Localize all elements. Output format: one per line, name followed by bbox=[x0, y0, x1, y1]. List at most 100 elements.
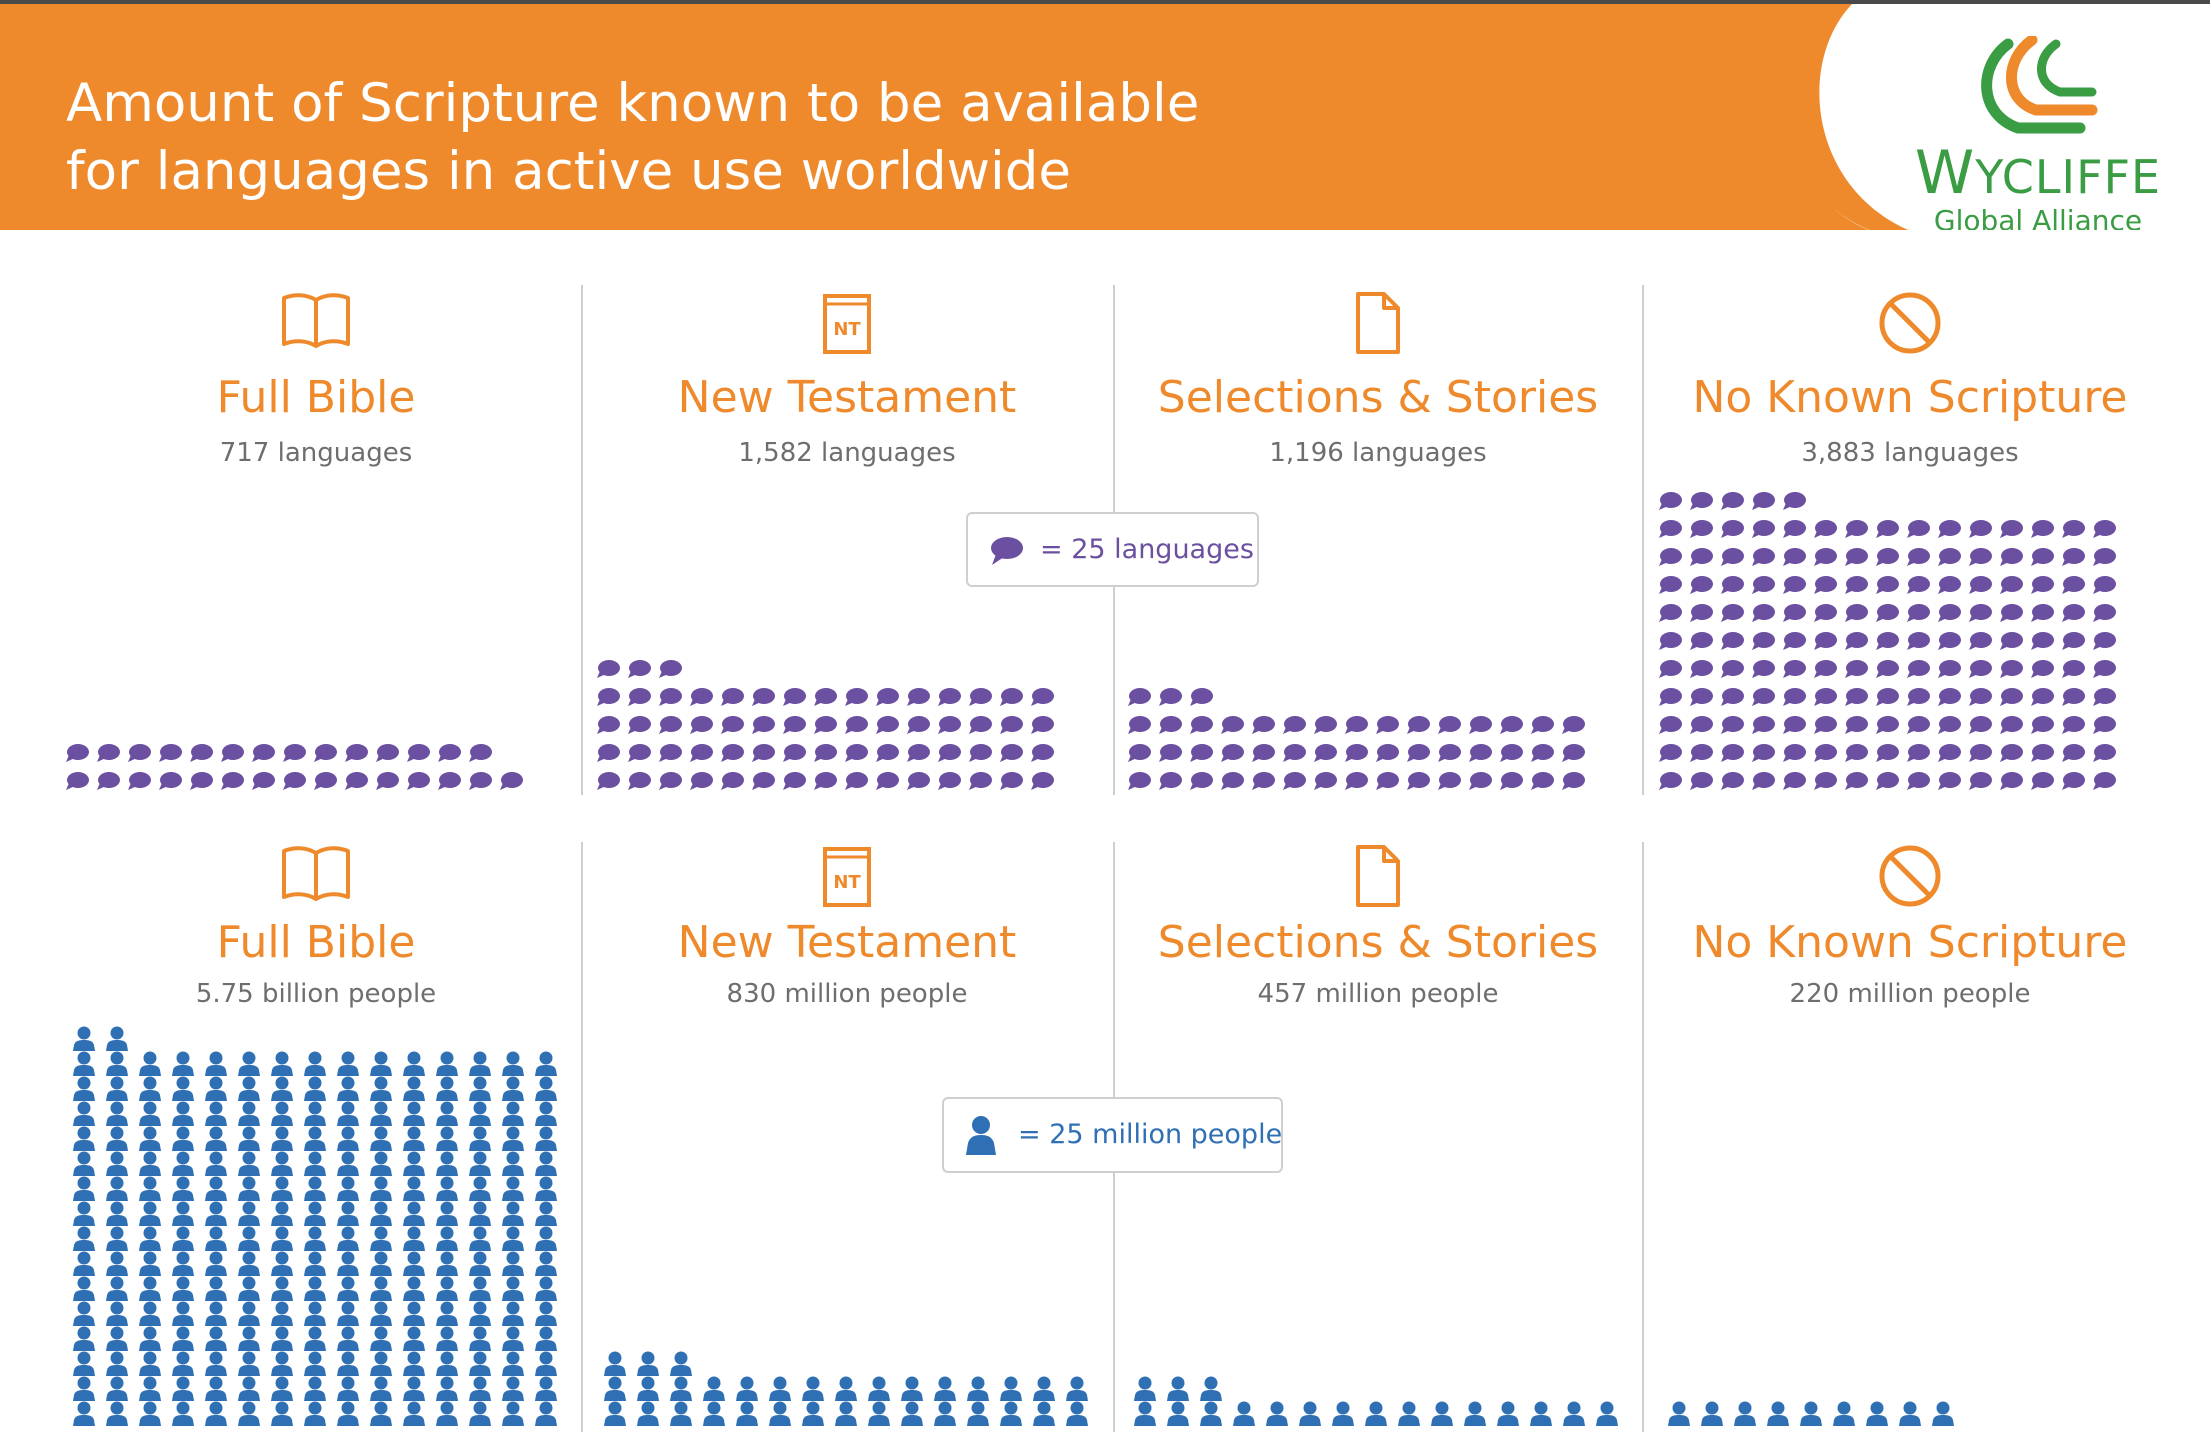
people-unit-icon bbox=[271, 1151, 293, 1176]
language-unit-icon bbox=[128, 772, 151, 790]
people-unit-icon bbox=[535, 1351, 557, 1376]
language-unit-icon bbox=[2093, 576, 2116, 594]
language-unit-icon bbox=[1752, 716, 1775, 734]
language-unit-icon bbox=[1659, 632, 1682, 650]
people-unit-icon bbox=[1398, 1401, 1420, 1426]
language-unit-icon bbox=[1969, 716, 1992, 734]
language-unit-icon bbox=[1845, 772, 1868, 790]
people-unit-icon bbox=[502, 1176, 524, 1201]
language-unit-icon bbox=[1031, 744, 1054, 762]
language-unit-icon bbox=[814, 744, 837, 762]
people-unit-icon bbox=[337, 1151, 359, 1176]
people-unit-icon bbox=[304, 1401, 326, 1426]
people-unit-icon bbox=[469, 1226, 491, 1251]
people-unit-icon bbox=[403, 1251, 425, 1276]
language-unit-icon bbox=[1659, 772, 1682, 790]
no-entry-icon bbox=[1879, 845, 1941, 907]
people-unit-icon bbox=[436, 1051, 458, 1076]
language-unit-icon bbox=[1659, 744, 1682, 762]
category-label: Selections & Stories bbox=[1157, 917, 1599, 968]
people-unit-icon bbox=[469, 1201, 491, 1226]
people-unit-icon bbox=[403, 1101, 425, 1126]
language-unit-icon bbox=[938, 772, 961, 790]
language-unit-icon bbox=[1221, 716, 1244, 734]
people-unit-icon bbox=[637, 1401, 659, 1426]
people-unit-icon bbox=[469, 1176, 491, 1201]
people-unit-icon bbox=[1134, 1376, 1156, 1401]
people-unit-icon bbox=[106, 1401, 128, 1426]
language-unit-icon bbox=[376, 772, 399, 790]
people-unit-icon bbox=[73, 1276, 95, 1301]
language-unit-icon bbox=[1907, 520, 1930, 538]
people-unit-icon bbox=[835, 1401, 857, 1426]
language-unit-icon bbox=[1159, 688, 1182, 706]
language-unit-icon bbox=[1783, 716, 1806, 734]
language-unit-icon bbox=[721, 688, 744, 706]
language-unit-icon bbox=[1783, 576, 1806, 594]
people-unit-icon bbox=[370, 1201, 392, 1226]
people-unit-icon bbox=[139, 1126, 161, 1151]
language-unit-icon bbox=[1876, 772, 1899, 790]
language-unit-icon bbox=[1907, 632, 1930, 650]
language-unit-icon bbox=[1752, 688, 1775, 706]
language-unit-icon bbox=[1876, 660, 1899, 678]
people-unit-icon bbox=[436, 1076, 458, 1101]
people-unit-icon bbox=[73, 1026, 95, 1051]
people-unit-icon bbox=[934, 1376, 956, 1401]
language-unit-icon bbox=[845, 716, 868, 734]
language-unit-icon bbox=[1690, 772, 1713, 790]
language-unit-icon bbox=[1407, 716, 1430, 734]
people-unit-icon bbox=[1033, 1376, 1055, 1401]
language-unit-icon bbox=[1969, 660, 1992, 678]
people-unit-icon bbox=[604, 1351, 626, 1376]
language-unit-icon bbox=[1752, 632, 1775, 650]
people-unit-icon bbox=[370, 1376, 392, 1401]
people-unit-icon bbox=[535, 1176, 557, 1201]
people-unit-icon bbox=[1266, 1401, 1288, 1426]
people-unit-icon bbox=[106, 1176, 128, 1201]
language-unit-icon bbox=[1500, 716, 1523, 734]
people-unit-icon bbox=[370, 1326, 392, 1351]
language-unit-icon bbox=[1128, 772, 1151, 790]
people-unit-icon bbox=[139, 1076, 161, 1101]
language-unit-icon bbox=[97, 744, 120, 762]
people-unit-icon bbox=[1464, 1401, 1486, 1426]
people-unit-icon bbox=[535, 1301, 557, 1326]
people-unit-icon bbox=[139, 1051, 161, 1076]
language-unit-icon bbox=[1876, 716, 1899, 734]
people-unit-icon bbox=[967, 1401, 989, 1426]
people-unit-icon bbox=[172, 1051, 194, 1076]
people-unit-icon bbox=[403, 1401, 425, 1426]
language-unit-icon bbox=[1938, 772, 1961, 790]
language-unit-icon bbox=[1907, 688, 1930, 706]
people-unit-icon bbox=[73, 1126, 95, 1151]
language-unit-icon bbox=[97, 772, 120, 790]
language-unit-icon bbox=[1438, 744, 1461, 762]
people-unit-icon bbox=[271, 1301, 293, 1326]
language-unit-icon bbox=[845, 744, 868, 762]
people-unit-icon bbox=[436, 1201, 458, 1226]
people-unit-icon bbox=[205, 1126, 227, 1151]
language-unit-icon bbox=[1690, 632, 1713, 650]
people-unit-icon bbox=[304, 1051, 326, 1076]
language-unit-icon bbox=[938, 716, 961, 734]
people-unit-icon bbox=[1800, 1401, 1822, 1426]
people-unit-icon bbox=[370, 1226, 392, 1251]
language-unit-icon bbox=[1721, 744, 1744, 762]
people-unit-icon bbox=[238, 1076, 260, 1101]
people-unit-icon bbox=[469, 1351, 491, 1376]
language-unit-icon bbox=[1690, 660, 1713, 678]
people-unit-icon bbox=[304, 1376, 326, 1401]
people-unit-icon bbox=[502, 1251, 524, 1276]
language-unit-icon bbox=[159, 744, 182, 762]
language-unit-icon bbox=[1031, 772, 1054, 790]
language-unit-icon bbox=[66, 772, 89, 790]
people-unit-icon bbox=[1767, 1401, 1789, 1426]
language-unit-icon bbox=[2000, 604, 2023, 622]
people-unit-icon bbox=[271, 1251, 293, 1276]
people-unit-icon bbox=[469, 1401, 491, 1426]
language-unit-icon bbox=[814, 716, 837, 734]
people-unit-icon bbox=[535, 1151, 557, 1176]
language-unit-icon bbox=[345, 744, 368, 762]
people-unit-icon bbox=[238, 1101, 260, 1126]
